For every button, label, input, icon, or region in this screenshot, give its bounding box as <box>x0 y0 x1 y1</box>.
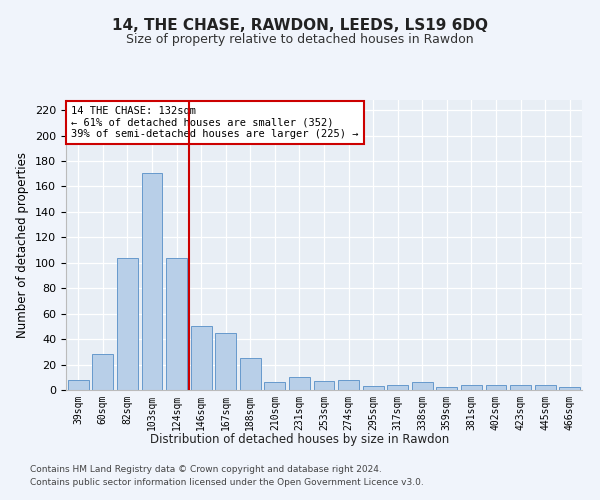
Text: Distribution of detached houses by size in Rawdon: Distribution of detached houses by size … <box>151 432 449 446</box>
Bar <box>362 386 383 390</box>
Bar <box>142 172 163 390</box>
Bar <box>314 381 334 390</box>
Bar <box>166 258 187 390</box>
Bar <box>559 388 580 390</box>
Y-axis label: Number of detached properties: Number of detached properties <box>16 152 29 338</box>
Text: 14 THE CHASE: 132sqm
← 61% of detached houses are smaller (352)
39% of semi-deta: 14 THE CHASE: 132sqm ← 61% of detached h… <box>71 106 359 139</box>
Text: Contains public sector information licensed under the Open Government Licence v3: Contains public sector information licen… <box>30 478 424 487</box>
Bar <box>510 385 531 390</box>
Bar <box>461 385 482 390</box>
Text: 14, THE CHASE, RAWDON, LEEDS, LS19 6DQ: 14, THE CHASE, RAWDON, LEEDS, LS19 6DQ <box>112 18 488 32</box>
Bar <box>412 382 433 390</box>
Bar <box>240 358 261 390</box>
Text: Contains HM Land Registry data © Crown copyright and database right 2024.: Contains HM Land Registry data © Crown c… <box>30 466 382 474</box>
Bar <box>92 354 113 390</box>
Bar <box>485 385 506 390</box>
Bar <box>338 380 359 390</box>
Bar <box>117 258 138 390</box>
Bar <box>289 378 310 390</box>
Bar <box>215 333 236 390</box>
Bar <box>191 326 212 390</box>
Text: Size of property relative to detached houses in Rawdon: Size of property relative to detached ho… <box>126 32 474 46</box>
Bar <box>265 382 286 390</box>
Bar <box>68 380 89 390</box>
Bar <box>436 388 457 390</box>
Bar <box>535 385 556 390</box>
Bar <box>387 385 408 390</box>
